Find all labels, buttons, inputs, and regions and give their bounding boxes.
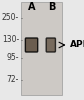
Bar	[21, 2, 62, 95]
Text: APP: APP	[70, 40, 84, 50]
Text: 130-: 130-	[2, 36, 19, 44]
Text: 72-: 72-	[7, 76, 19, 84]
Text: A: A	[28, 2, 35, 12]
FancyBboxPatch shape	[46, 38, 55, 52]
Text: 95-: 95-	[7, 54, 19, 62]
Text: B: B	[48, 2, 55, 12]
FancyBboxPatch shape	[25, 38, 38, 52]
Text: 250-: 250-	[2, 14, 19, 22]
